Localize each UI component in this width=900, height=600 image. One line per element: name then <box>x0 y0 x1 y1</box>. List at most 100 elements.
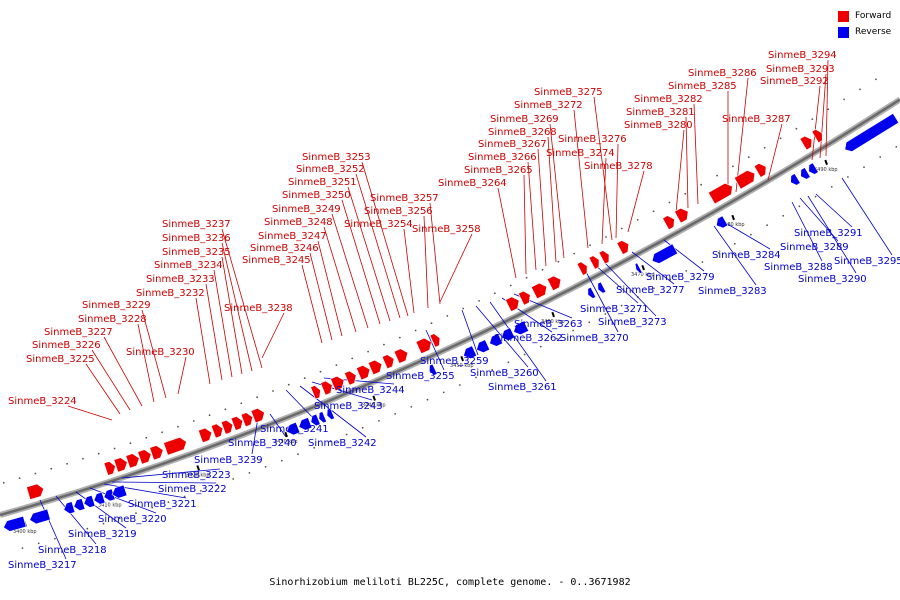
gene-label-sinmeb-3219: SinmeB_3219 <box>68 529 137 540</box>
tick-label: 3400 kbp <box>13 529 37 535</box>
gene-label-sinmeb-3228: SinmeB_3228 <box>78 314 147 325</box>
gene-label-sinmeb-3283: SinmeB_3283 <box>698 286 767 297</box>
reverse-gene-arrow <box>298 417 313 431</box>
dot <box>701 261 704 263</box>
forward-gene-arrow <box>674 207 689 224</box>
dot <box>669 278 671 281</box>
gene-label-sinmeb-3250: SinmeB_3250 <box>282 190 351 201</box>
dot <box>895 146 898 148</box>
dot <box>827 108 830 111</box>
forward-gene-arrow <box>546 275 562 292</box>
forward-gene-arrow <box>250 407 265 424</box>
label-leader-line <box>221 256 243 375</box>
backbone-line <box>0 98 900 517</box>
dot <box>847 176 849 178</box>
label-leader-line <box>631 251 675 285</box>
dot <box>782 214 785 217</box>
reverse-gene-arrow <box>489 333 504 347</box>
dot <box>684 192 687 195</box>
label-leader-line <box>195 297 211 385</box>
dot <box>86 527 89 530</box>
forward-gene-arrow <box>530 282 548 300</box>
label-leader-line <box>111 481 217 484</box>
label-leader-line <box>527 161 537 271</box>
tick-label: 3420 kbp <box>186 472 210 478</box>
tick-mark <box>372 395 376 401</box>
gene-label-sinmeb-3220: SinmeB_3220 <box>98 514 167 525</box>
reverse-gene-arrow <box>587 286 597 299</box>
gene-label-sinmeb-3265: SinmeB_3265 <box>464 165 533 176</box>
forward-gene-arrow <box>197 427 213 444</box>
forward-gene-arrow <box>753 163 767 178</box>
dot <box>863 166 865 169</box>
dot <box>494 292 496 295</box>
dot <box>232 478 235 480</box>
dot <box>192 420 195 422</box>
forward-gene-arrow <box>733 169 756 190</box>
gene-label-sinmeb-3236: SinmeB_3236 <box>162 233 231 244</box>
forward-gene-arrow <box>320 380 333 396</box>
gene-label-sinmeb-3243: SinmeB_3243 <box>314 401 383 412</box>
dot <box>459 384 461 386</box>
label-leader-line <box>121 468 221 479</box>
gene-label-sinmeb-3293: SinmeB_3293 <box>766 64 835 75</box>
dot <box>557 260 560 263</box>
gene-label-sinmeb-3247: SinmeB_3247 <box>258 231 327 242</box>
forward-gene-arrow <box>103 461 116 476</box>
dot <box>167 501 170 503</box>
gene-label-sinmeb-3272: SinmeB_3272 <box>514 100 583 111</box>
dot <box>129 442 132 445</box>
reverse-gene-arrow <box>634 262 643 274</box>
dot <box>34 472 37 475</box>
dot <box>345 433 348 436</box>
label-leader-line <box>141 309 167 399</box>
label-leader-line <box>735 77 749 193</box>
dot <box>620 227 623 230</box>
dot <box>507 361 510 364</box>
label-leader-line <box>403 228 415 314</box>
label-leader-line <box>439 233 473 303</box>
gene-label-sinmeb-3290: SinmeB_3290 <box>798 274 867 285</box>
dot <box>297 453 299 456</box>
dot <box>351 357 354 360</box>
dot <box>66 462 68 465</box>
gene-label-sinmeb-3273: SinmeB_3273 <box>598 317 667 328</box>
tick-label: 3410 kbp <box>98 503 122 509</box>
reverse-gene-arrow <box>111 484 128 499</box>
dot <box>224 408 227 411</box>
tick-label: 3460 kbp <box>541 319 565 325</box>
label-leader-line <box>221 228 263 369</box>
dot <box>653 287 655 290</box>
dot <box>779 137 782 140</box>
label-leader-line <box>103 483 187 499</box>
forward-gene-arrow <box>415 337 432 355</box>
dot <box>335 364 338 366</box>
tick-label: 3440 kbp <box>362 403 386 409</box>
gene-label-sinmeb-3238: SinmeB_3238 <box>224 303 293 314</box>
forward-gene-arrow <box>811 129 823 144</box>
tick-mark <box>551 311 555 318</box>
label-leader-line <box>583 267 619 333</box>
dot <box>763 146 766 149</box>
label-leader-line <box>791 201 823 262</box>
gene-label-sinmeb-3274: SinmeB_3274 <box>546 148 615 159</box>
tick-label: 3490 kbp <box>814 167 838 173</box>
dot <box>795 127 798 130</box>
dot <box>798 205 801 208</box>
gene-label-sinmeb-3270: SinmeB_3270 <box>560 333 629 344</box>
dot <box>18 477 21 480</box>
reverse-gene-arrow <box>103 488 116 502</box>
label-leader-line <box>205 283 223 381</box>
gene-label-sinmeb-3244: SinmeB_3244 <box>336 385 405 396</box>
gene-label-sinmeb-3268: SinmeB_3268 <box>488 127 557 138</box>
gene-label-sinmeb-3275: SinmeB_3275 <box>534 87 603 98</box>
dot <box>747 156 750 159</box>
label-leader-line <box>269 413 287 438</box>
gene-label-sinmeb-3279: SinmeB_3279 <box>646 272 715 283</box>
reverse-gene-arrow <box>73 498 86 511</box>
dot <box>716 174 718 177</box>
forward-gene-arrow <box>799 135 813 151</box>
dot <box>668 201 671 204</box>
gene-label-sinmeb-3285: SinmeB_3285 <box>668 81 737 92</box>
